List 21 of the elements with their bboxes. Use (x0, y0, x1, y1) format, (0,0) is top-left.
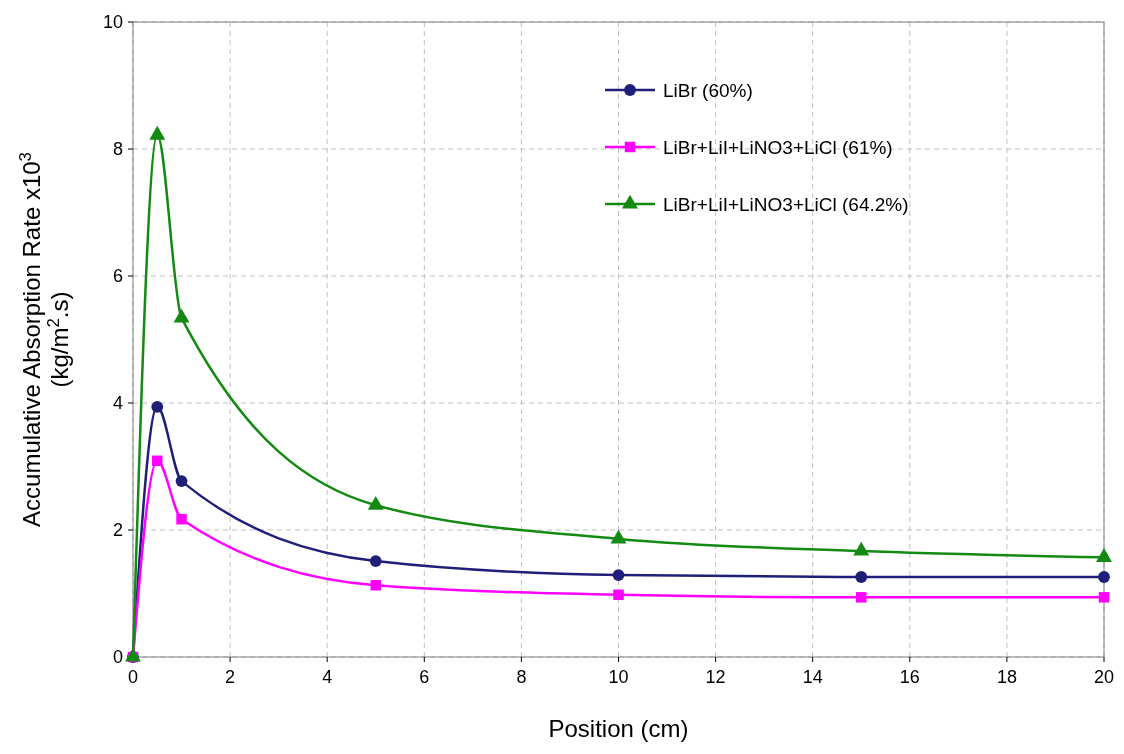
x-tick-label: 16 (899, 667, 920, 687)
y-tick-label: 6 (112, 266, 123, 287)
x-axis-title: Position (cm) (548, 715, 689, 742)
x-tick-label: 14 (802, 667, 823, 687)
x-tick-label: 8 (516, 667, 527, 687)
x-tick-label: 10 (608, 667, 629, 687)
x-tick-label: 12 (705, 667, 726, 687)
x-tick-label: 20 (1093, 667, 1115, 687)
y-tick-label: 10 (102, 12, 123, 33)
y-tick-label: 0 (112, 647, 123, 668)
y-tick-label: 8 (112, 139, 123, 160)
x-tick-label: 0 (127, 667, 139, 687)
y-tick-label: 2 (112, 520, 123, 541)
x-tick-label: 2 (225, 667, 236, 687)
legend-label: LiBr+LiI+LiNO3+LiCl (61%) (663, 136, 893, 158)
y-tick-label: 4 (112, 393, 123, 414)
x-tick-label: 18 (996, 667, 1017, 687)
x-tick-label: 6 (419, 667, 430, 687)
legend-label: LiBr+LiI+LiNO3+LiCl (64.2%) (663, 193, 909, 215)
legend-label: LiBr (60%) (663, 79, 753, 101)
x-tick-label: 4 (322, 667, 333, 687)
